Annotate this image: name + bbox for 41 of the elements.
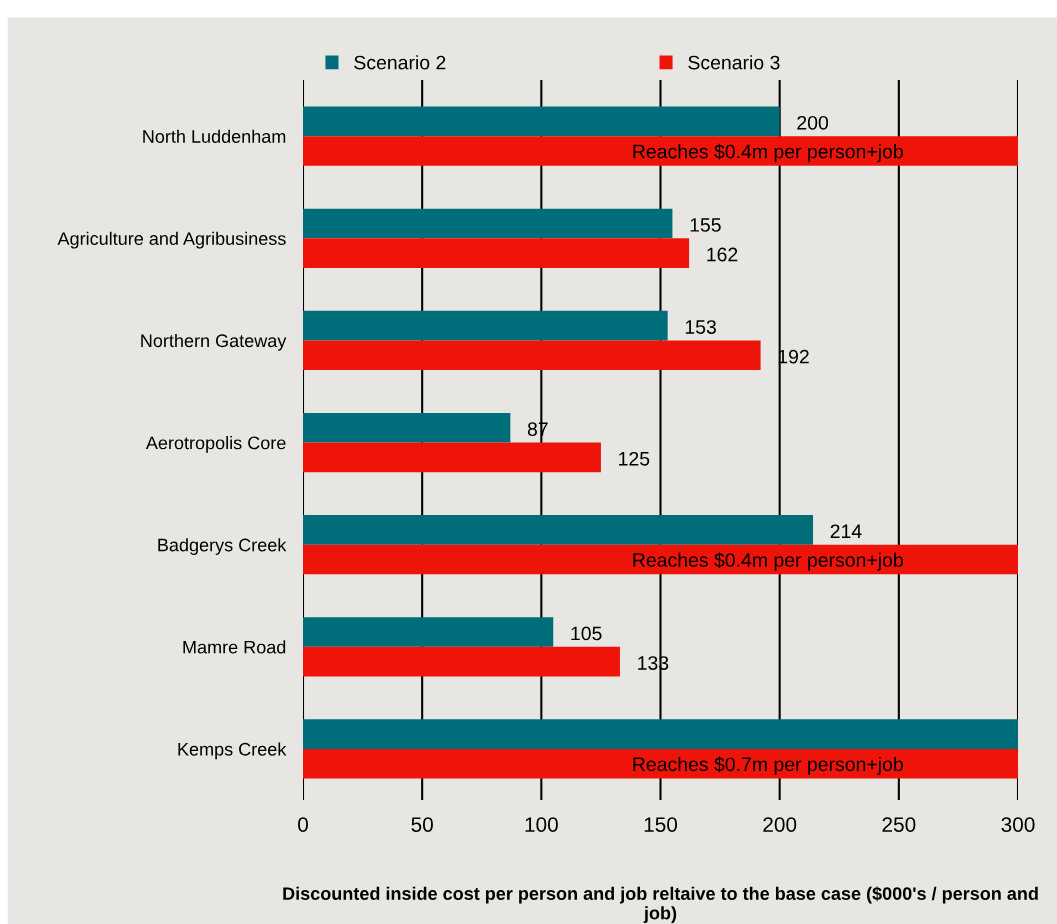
data-label: 214 bbox=[830, 524, 862, 538]
bar bbox=[303, 719, 1018, 749]
x-tick-label: 50 bbox=[411, 817, 433, 832]
data-label: 153 bbox=[685, 320, 716, 334]
bar bbox=[303, 340, 761, 371]
bar bbox=[303, 106, 780, 137]
bar bbox=[303, 617, 554, 647]
y-tick-label: Mamre Road bbox=[183, 640, 286, 654]
y-tick-label: Aerotropolis Core bbox=[145, 436, 286, 453]
x-tick-label: 250 bbox=[882, 817, 916, 832]
bar bbox=[303, 515, 814, 545]
data-label: Reaches $0.4m per person+job bbox=[633, 143, 903, 163]
bar bbox=[303, 748, 1018, 779]
y-tick-label: Badgerys Creek bbox=[158, 538, 287, 555]
bar bbox=[303, 136, 1018, 166]
x-tick-label: 0 bbox=[298, 817, 308, 832]
legend-label: Scenario 3 bbox=[688, 55, 780, 70]
bar bbox=[303, 412, 511, 443]
data-label: 155 bbox=[690, 218, 721, 232]
data-label: 125 bbox=[619, 451, 650, 466]
x-tick-label: 150 bbox=[644, 817, 678, 832]
x-tick-label: 100 bbox=[525, 817, 558, 832]
data-label: 105 bbox=[571, 626, 602, 641]
bar bbox=[303, 208, 673, 239]
x-tick-label: 200 bbox=[763, 817, 797, 832]
y-tick-label: North Luddenham bbox=[143, 129, 286, 143]
bar bbox=[303, 646, 620, 677]
bar bbox=[303, 238, 690, 268]
x-tick-label: 300 bbox=[1001, 817, 1035, 832]
data-label: 162 bbox=[707, 247, 738, 262]
x-axis-title: Discounted inside cost per person and job reltaive to the base case ($000's / person and job) bbox=[283, 886, 1038, 923]
y-tick-label: Kemps Creek bbox=[178, 742, 287, 760]
bar bbox=[303, 544, 1018, 575]
legend-label: Scenario 2 bbox=[354, 55, 446, 70]
data-label: Reaches $0.7m per person+job bbox=[633, 756, 903, 775]
data-label: Reaches $0.4m per person+job bbox=[633, 552, 903, 571]
bar bbox=[303, 442, 601, 473]
bar bbox=[303, 310, 668, 341]
y-tick-label: Northern Gateway bbox=[141, 333, 287, 351]
data-label: 200 bbox=[797, 115, 829, 130]
y-tick-label: Agriculture and Agribusiness bbox=[57, 231, 286, 249]
